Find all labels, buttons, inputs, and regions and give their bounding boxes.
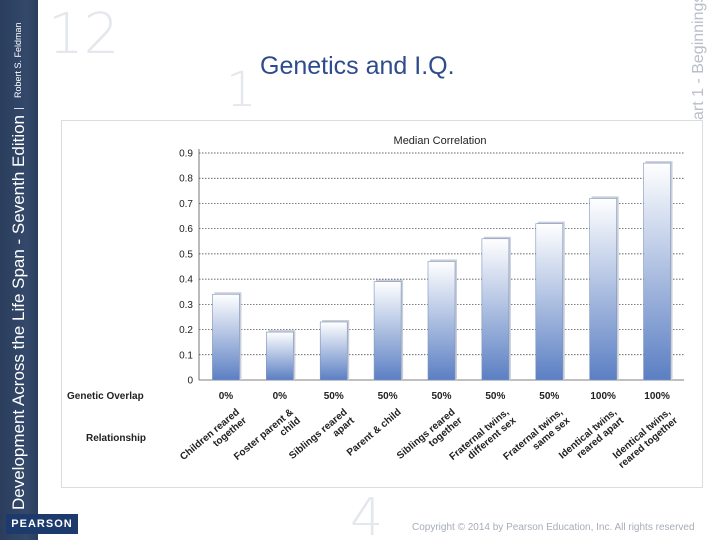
part-label-vertical: art 1 - Beginnings [690, 0, 707, 120]
author-name: Robert S. Feldman [13, 22, 23, 98]
side-banner: Development Across the Life Span - Seven… [0, 0, 38, 540]
bar [481, 238, 510, 381]
relationship-row-label: Relationship [86, 433, 146, 444]
watermark-number-4: 4 [350, 488, 384, 548]
pearson-logo: PEARSON [6, 514, 78, 534]
author-separator [14, 108, 24, 109]
genetic-overlap-label: 100% [590, 391, 616, 402]
genetic-overlap-row-label: Genetic Overlap [67, 391, 144, 402]
median-correlation-chart: Median Correlation 0 0.1 0.2 0.3 0.4 0.5 0.6 0.… [67, 135, 684, 471]
y-tick-label: 0.8 [179, 174, 193, 185]
genetic-overlap-label: 50% [324, 391, 344, 402]
copyright-notice: Copyright © 2014 by Pearson Education, I… [412, 522, 695, 533]
watermark-number-1: 1 [226, 62, 257, 118]
bar [535, 223, 564, 381]
bar [589, 198, 617, 381]
y-tick-label: 0.6 [179, 224, 193, 235]
chart-panel: Median Correlation 0 0.1 0.2 0.3 0.4 0.5 0.6 0.… [62, 121, 702, 487]
genetic-overlap-label: 50% [539, 391, 559, 402]
slide-title: Genetics and I.Q. [260, 52, 455, 80]
genetic-overlap-label: 50% [485, 391, 505, 402]
genetic-overlap-label: 100% [644, 391, 670, 402]
relationship-label: Fraternal twins,same sex [502, 407, 573, 463]
y-tick-label: 0.5 [179, 249, 193, 260]
bar [427, 261, 456, 381]
chart-title: Median Correlation [394, 135, 487, 147]
y-tick-label: 0.4 [179, 275, 193, 286]
bar [266, 331, 294, 381]
genetic-overlap-label: 50% [378, 391, 398, 402]
genetic-overlap-label: 0% [273, 391, 288, 402]
y-tick-label: 0.1 [179, 350, 193, 361]
y-tick-label: 0.3 [179, 300, 193, 311]
relationship-label: Identical twins,reared together [611, 407, 680, 471]
genetic-overlap-label: 50% [431, 391, 451, 402]
bar [373, 281, 402, 381]
relationship-label-line1: Parent & child [345, 407, 404, 459]
relationship-label: Parent & child [345, 407, 404, 459]
y-tick-label: 0.9 [179, 149, 193, 160]
y-tick-label: 0.7 [179, 199, 193, 210]
bar [212, 293, 240, 381]
genetic-overlap-label: 0% [219, 391, 234, 402]
y-tick-label: 0.2 [179, 325, 193, 336]
bar [319, 321, 348, 381]
bar [643, 162, 671, 381]
book-title-vertical: Development Across the Life Span - Seven… [9, 114, 28, 510]
watermark-number-12: 12 [48, 2, 120, 67]
y-tick-label: 0 [187, 376, 193, 387]
